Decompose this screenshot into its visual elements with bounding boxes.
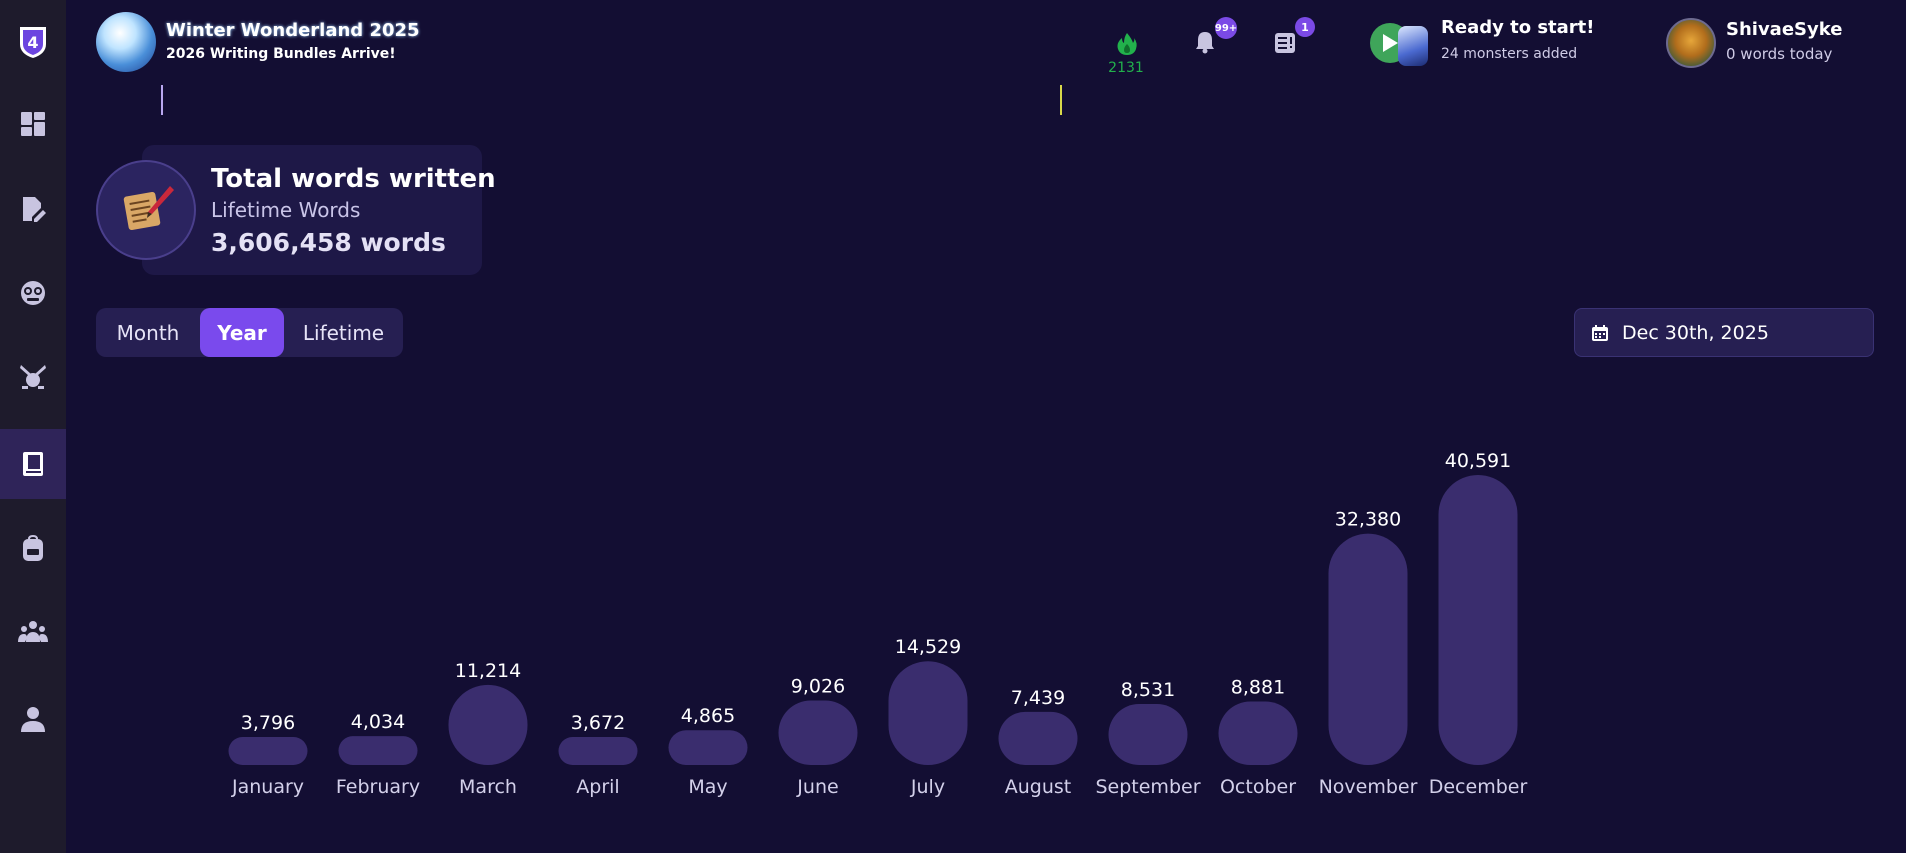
avatar[interactable] [1666,18,1716,68]
sidebar-item-profile[interactable] [0,684,66,754]
x-tick-label: June [796,776,838,798]
bar-june[interactable] [778,700,858,765]
bar-value-label: 9,026 [791,676,845,698]
bar-july[interactable] [888,661,968,765]
ready-title[interactable]: Ready to start! [1441,17,1595,38]
user-name[interactable]: ShivaeSyke [1726,19,1843,40]
x-tick-label: October [1220,776,1296,798]
event-banner-logo[interactable] [96,12,156,72]
svg-text:4: 4 [27,33,38,52]
sidebar-item-dashboard[interactable] [0,89,66,159]
x-tick-label: March [459,776,517,798]
bell-icon[interactable] [1194,30,1216,54]
streak-flame-icon[interactable] [1116,32,1138,56]
monster-thumbnail [1398,26,1428,66]
bar-value-label: 8,881 [1231,677,1285,699]
bar-november[interactable] [1328,533,1408,765]
sidebar: 4 [0,0,66,853]
bar-october[interactable] [1218,701,1298,765]
sidebar-item-inventory[interactable] [0,513,66,583]
book-icon [23,452,43,476]
battle-crossed-swords-icon [20,365,46,389]
backpack-icon [23,535,43,561]
x-tick-label: November [1319,776,1418,798]
ready-subtitle: 24 monsters added [1441,46,1578,62]
divider-mark [161,85,163,115]
lifetime-words-label: Lifetime Words [211,198,361,222]
x-tick-label: July [910,776,945,798]
bar-value-label: 40,591 [1445,450,1511,472]
tasks-badge: 1 [1295,17,1315,37]
x-tick-label: August [1005,776,1072,798]
x-tick-label: December [1429,776,1528,798]
bar-value-label: 32,380 [1335,509,1401,531]
play-icon [1383,34,1398,52]
tab-month[interactable]: Month [116,320,180,345]
sidebar-item-battle[interactable] [0,342,66,412]
bar-value-label: 7,439 [1011,687,1065,709]
bar-value-label: 14,529 [895,636,961,658]
bar-august[interactable] [998,711,1078,765]
tab-lifetime[interactable]: Lifetime [302,320,385,345]
shield-logo-icon: 4 [20,27,46,58]
bar-value-label: 4,865 [681,705,735,727]
bar-may[interactable] [668,730,748,765]
bar-value-label: 4,034 [351,711,405,733]
bar-december[interactable] [1438,475,1518,765]
bar-value-label: 8,531 [1121,679,1175,701]
app-logo-button[interactable]: 4 [0,7,66,77]
x-tick-label: February [336,776,420,798]
lifetime-words-total: 3,606,458 words [211,228,446,257]
tasks-icon[interactable] [1274,32,1296,54]
tab-year[interactable]: Year [200,308,284,357]
notifications-badge: 99+ [1215,17,1237,39]
event-banner-subtitle[interactable]: 2026 Writing Bundles Arrive! [166,46,396,62]
period-tabs: Month Year Lifetime [96,308,403,357]
event-banner-title[interactable]: Winter Wonderland 2025 [166,20,420,41]
divider-mark [1060,85,1062,115]
user-words-today: 0 words today [1726,45,1833,63]
streak-count: 2131 [1108,60,1144,76]
monster-face-icon [21,281,45,305]
profile-icon [21,707,45,732]
x-tick-label: January [231,776,304,798]
total-words-title: Total words written [211,164,496,194]
bar-september[interactable] [1108,704,1188,765]
dashboard-icon [21,112,45,136]
x-tick-label: May [688,776,727,798]
community-icon [18,621,48,642]
bar-march[interactable] [448,684,528,765]
calendar-icon [1592,325,1608,341]
bar-january[interactable] [228,737,308,765]
edit-document-icon [23,197,46,222]
bar-value-label: 11,214 [455,660,521,682]
quill-scroll-icon [96,160,196,260]
total-words-card [142,145,482,275]
date-value: Dec 30th, 2025 [1622,322,1769,344]
sidebar-item-monsters[interactable] [0,258,66,328]
sidebar-item-words[interactable] [0,429,66,499]
bar-value-label: 3,672 [571,712,625,734]
bar-value-label: 3,796 [241,712,295,734]
x-tick-label: September [1095,776,1200,798]
sidebar-item-write[interactable] [0,174,66,244]
date-picker[interactable]: Dec 30th, 2025 [1574,308,1874,357]
bar-april[interactable] [558,737,638,765]
bar-february[interactable] [338,736,418,765]
x-tick-label: April [576,776,619,798]
sidebar-item-community[interactable] [0,597,66,667]
